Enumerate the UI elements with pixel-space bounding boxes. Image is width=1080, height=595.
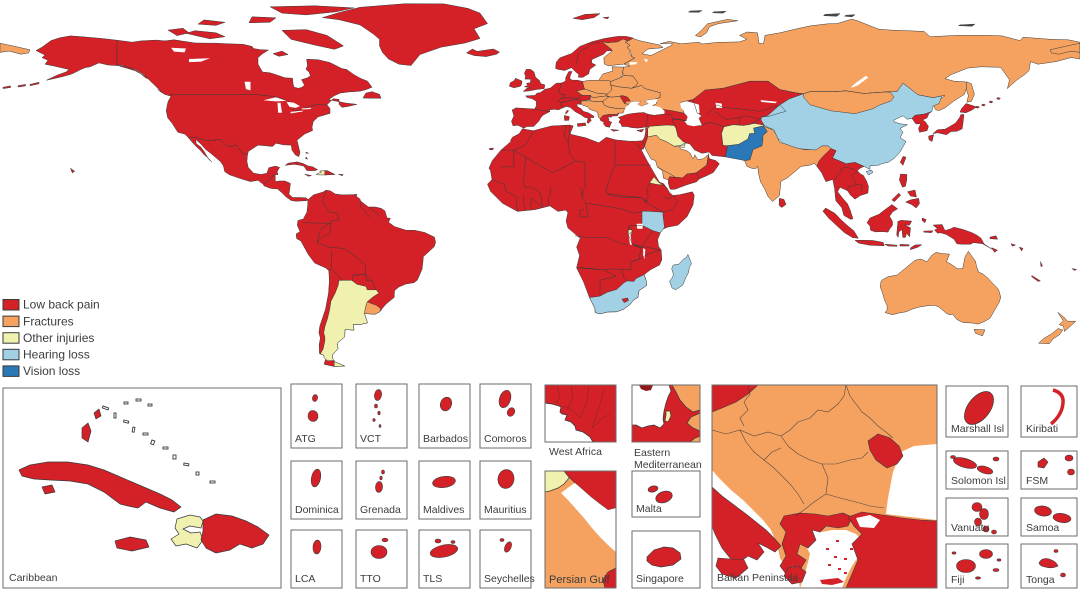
svg-text:Marshall Isl: Marshall Isl (951, 423, 1004, 435)
svg-text:Eastern: Eastern (634, 447, 670, 459)
svg-text:Kiribati: Kiribati (1026, 423, 1058, 435)
svg-text:Maldives: Maldives (423, 504, 464, 516)
svg-text:TLS: TLS (423, 573, 442, 585)
svg-text:Seychelles: Seychelles (484, 573, 535, 585)
svg-text:Balkan Peninsula: Balkan Peninsula (717, 572, 798, 584)
svg-text:LCA: LCA (295, 573, 315, 585)
svg-text:Mediterranean: Mediterranean (634, 459, 702, 471)
svg-text:Tonga: Tonga (1026, 574, 1055, 586)
svg-text:ATG: ATG (295, 433, 316, 445)
svg-text:Solomon Isl: Solomon Isl (951, 475, 1006, 487)
svg-text:Dominica: Dominica (295, 504, 339, 516)
svg-text:Vision loss: Vision loss (23, 364, 80, 378)
svg-text:Barbados: Barbados (423, 433, 468, 445)
svg-text:VCT: VCT (360, 433, 382, 445)
svg-text:Hearing loss: Hearing loss (23, 348, 90, 362)
svg-text:TTO: TTO (360, 573, 381, 585)
svg-text:Malta: Malta (636, 503, 662, 515)
svg-text:FSM: FSM (1026, 475, 1048, 487)
svg-text:Other injuries: Other injuries (23, 331, 94, 345)
svg-text:Fractures: Fractures (23, 314, 74, 328)
svg-text:Fiji: Fiji (951, 574, 964, 586)
svg-text:Persian Gulf: Persian Gulf (549, 574, 610, 586)
svg-text:Low back pain: Low back pain (23, 298, 100, 312)
svg-text:Singapore: Singapore (636, 573, 684, 585)
svg-text:Comoros: Comoros (484, 433, 527, 445)
svg-text:Mauritius: Mauritius (484, 504, 527, 516)
svg-text:Caribbean: Caribbean (9, 572, 58, 584)
svg-text:Samoa: Samoa (1026, 522, 1059, 534)
svg-text:West Africa: West Africa (549, 446, 602, 458)
svg-text:Vanuatu: Vanuatu (951, 522, 989, 534)
svg-text:Grenada: Grenada (360, 504, 401, 516)
